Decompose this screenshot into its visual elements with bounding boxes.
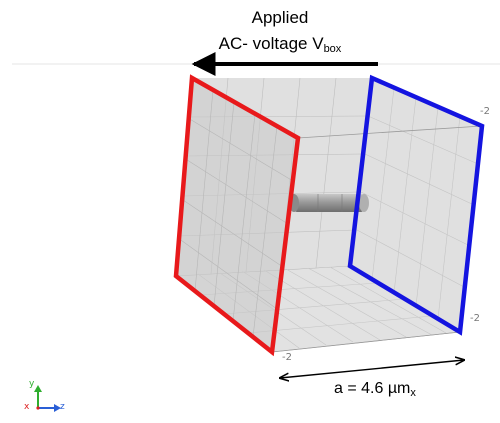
axis-label-x: x [24,402,30,412]
dimension-subscript: x [410,387,416,399]
back-wall-grid [356,87,479,320]
back-wall [350,78,482,332]
box-bottom-edge [271,331,461,353]
front-face-grid [177,89,294,338]
tick-label-bottom-right: -2 [470,313,480,324]
tick-label-top-right: -2 [480,106,490,117]
ac-voltage-label: AC- voltage Vbox [218,34,342,55]
dimension-arrow [280,360,464,378]
axis-triad [34,385,61,412]
axis-label-z: z [60,402,65,412]
front-face [176,78,298,352]
applied-label: Applied [251,8,309,27]
dimension-label: a = 4.6 µmx [334,380,416,399]
tick-label-bottom-front: -2 [282,352,292,363]
red-electrode-outline [173,74,301,357]
ac-voltage-subscript: box [323,43,342,55]
blue-electrode-outline [347,74,485,336]
box-top-edge [297,125,483,139]
axis-label-y: y [29,379,35,389]
